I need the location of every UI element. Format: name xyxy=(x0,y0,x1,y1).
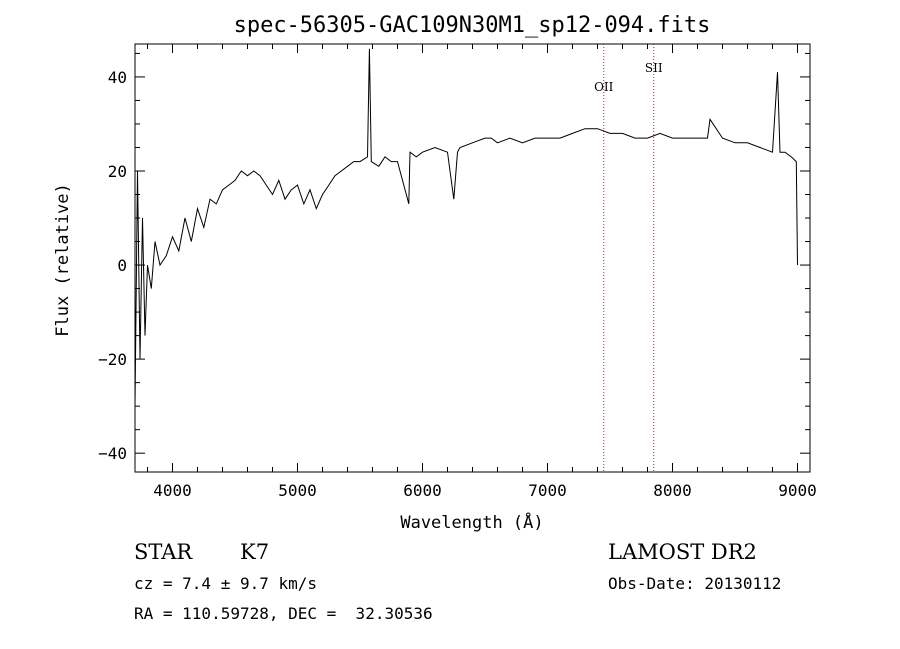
observation-date: Obs-Date: 20130112 xyxy=(608,574,782,593)
y-tick-label: 0 xyxy=(117,256,127,275)
x-tick-labels: 4000 5000 6000 7000 8000 9000 xyxy=(153,481,817,500)
x-axis-label: Wavelength (Å) xyxy=(400,511,543,533)
x-tick-label: 6000 xyxy=(403,481,442,500)
x-tick-label: 4000 xyxy=(153,481,192,500)
x-tick-label: 8000 xyxy=(653,481,692,500)
y-tick-label: 20 xyxy=(108,162,127,181)
y-tick-label: 40 xyxy=(108,68,127,87)
chart-title: spec-56305-GAC109N30M1_sp12-094.fits xyxy=(234,13,711,38)
y-tick-label: −20 xyxy=(98,350,127,369)
y-axis-label: Flux (relative) xyxy=(53,183,73,337)
x-tick-label: 9000 xyxy=(778,481,817,500)
axis-ticks xyxy=(135,44,810,472)
y-tick-label: −40 xyxy=(98,444,127,463)
object-class: STAR xyxy=(134,540,193,564)
emission-line-markers: OII SII xyxy=(594,44,663,472)
spectrum-line xyxy=(134,48,798,407)
x-tick-label: 5000 xyxy=(278,481,317,500)
line-label-sii: SII xyxy=(645,61,663,75)
y-tick-labels: −40 −20 0 20 40 xyxy=(98,68,127,463)
survey-name: LAMOST DR2 xyxy=(608,540,757,564)
coordinates-text: RA = 110.59728, DEC = 32.30536 xyxy=(134,604,433,623)
object-subclass: K7 xyxy=(240,540,270,564)
x-tick-label: 7000 xyxy=(528,481,567,500)
plot-frame xyxy=(134,43,811,473)
line-label-oii: OII xyxy=(594,80,614,94)
redshift-text: cz = 7.4 ± 9.7 km/s xyxy=(134,574,318,593)
